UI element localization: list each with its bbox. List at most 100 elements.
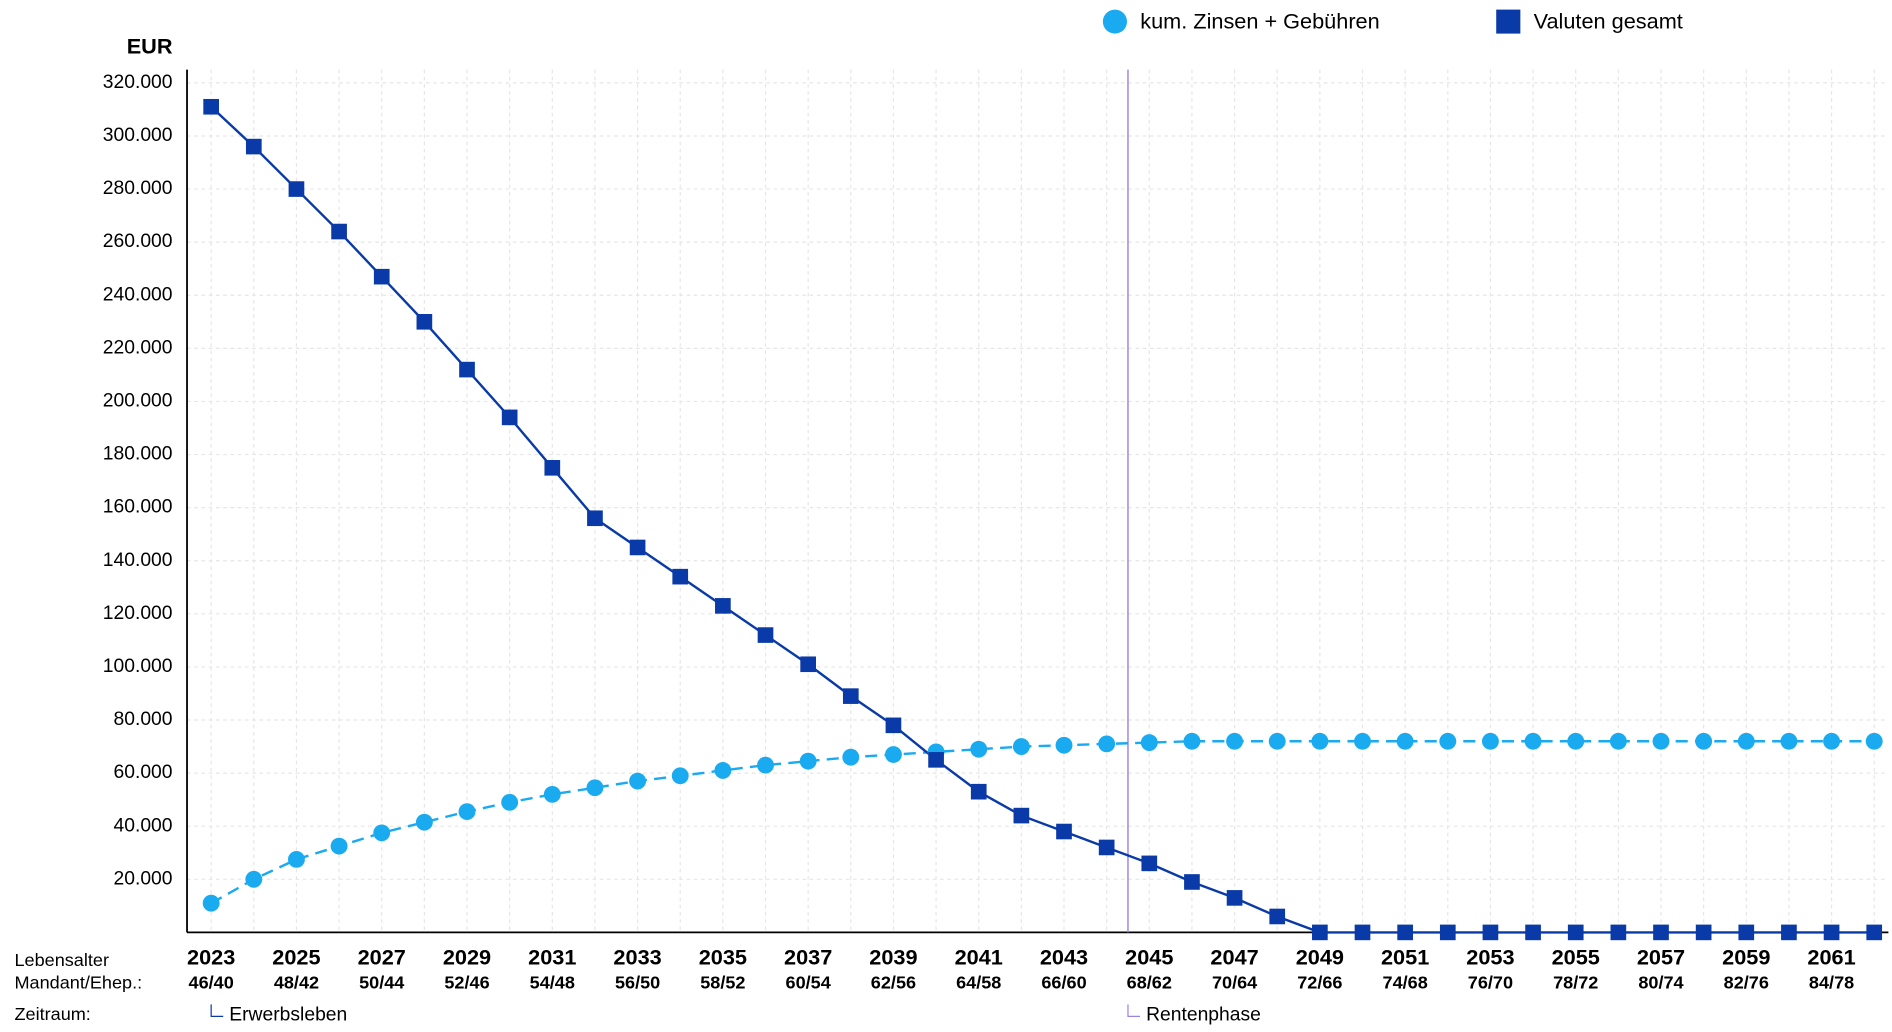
x-tick-label: 2035: [699, 945, 747, 970]
marker: [501, 793, 519, 811]
marker: [1439, 732, 1457, 750]
row-label: Lebensalter: [14, 950, 108, 970]
marker: [501, 409, 518, 426]
marker: [1226, 890, 1243, 906]
marker: [757, 756, 774, 774]
marker: [1397, 924, 1413, 941]
marker: [543, 785, 561, 803]
marker: [629, 539, 646, 556]
legend-marker: [1496, 9, 1521, 34]
series-line: [210, 105, 1875, 934]
phase-label: Rentenphase: [1146, 1004, 1261, 1025]
marker: [1738, 924, 1755, 941]
marker: [757, 627, 774, 643]
marker: [842, 688, 859, 704]
x-tick-label: 2051: [1381, 945, 1429, 970]
row-label: Zeitraum:: [14, 1004, 90, 1024]
legend-label: kum. Zinsen + Gebühren: [1140, 9, 1379, 34]
marker: [714, 762, 732, 779]
x-tick-label: 2037: [784, 945, 832, 970]
x-tick-label: 2045: [1125, 945, 1173, 970]
marker: [1866, 924, 1883, 941]
y-tick-label: 260.000: [103, 231, 173, 252]
marker: [1609, 732, 1627, 750]
marker: [970, 740, 988, 758]
y-tick-label: 200.000: [103, 391, 173, 412]
marker: [1737, 732, 1755, 750]
marker: [1312, 924, 1328, 941]
marker: [1354, 924, 1371, 941]
y-tick-label: 160.000: [103, 497, 173, 518]
marker: [1226, 732, 1244, 750]
age-label: 48/42: [274, 973, 319, 993]
marker: [629, 772, 647, 790]
age-label: 80/74: [1638, 973, 1683, 993]
marker: [1567, 924, 1584, 941]
age-label: 70/64: [1212, 973, 1257, 993]
age-label: 60/54: [786, 973, 831, 993]
age-label: 46/40: [189, 973, 234, 993]
marker: [1653, 924, 1669, 941]
x-tick-label: 2039: [869, 945, 917, 970]
marker: [1269, 908, 1286, 925]
marker: [842, 748, 860, 766]
marker: [459, 361, 475, 378]
marker: [330, 837, 348, 855]
age-label: 56/50: [615, 973, 660, 993]
marker: [671, 767, 689, 785]
marker: [1439, 924, 1456, 941]
marker: [884, 746, 902, 763]
y-tick-label: 300.000: [103, 125, 173, 146]
x-tick-label: 2027: [358, 945, 406, 970]
marker: [1481, 732, 1499, 750]
marker: [1525, 924, 1541, 941]
age-label: 76/70: [1468, 973, 1513, 993]
marker: [245, 138, 262, 155]
marker: [1140, 734, 1158, 751]
age-label: 64/58: [956, 973, 1001, 993]
y-axis-label: EUR: [127, 34, 173, 59]
marker: [1823, 732, 1841, 750]
marker: [885, 717, 902, 734]
marker: [1141, 855, 1158, 872]
row-label: Mandant/Ehep.:: [14, 973, 142, 993]
marker: [1012, 738, 1030, 755]
marker: [1780, 732, 1798, 750]
age-label: 68/62: [1127, 973, 1172, 993]
marker: [458, 803, 476, 821]
marker: [1396, 732, 1414, 750]
marker: [288, 181, 305, 197]
marker: [415, 813, 433, 831]
marker: [202, 894, 220, 912]
phase-corner: [1127, 1004, 1141, 1017]
x-tick-label: 2031: [528, 945, 576, 970]
y-tick-label: 120.000: [103, 603, 173, 624]
series-line: [210, 740, 1875, 905]
x-tick-label: 2049: [1296, 945, 1344, 970]
marker: [715, 598, 731, 614]
age-label: 78/72: [1553, 973, 1598, 993]
age-label: 74/68: [1383, 973, 1428, 993]
marker: [586, 779, 604, 797]
y-tick-label: 20.000: [113, 868, 172, 889]
marker: [1311, 732, 1329, 750]
marker: [1695, 924, 1712, 941]
y-tick-label: 240.000: [103, 284, 173, 305]
marker: [1055, 736, 1073, 754]
y-tick-label: 140.000: [103, 550, 173, 571]
marker: [245, 870, 263, 888]
x-tick-label: 2033: [613, 945, 661, 970]
marker: [1184, 874, 1200, 890]
legend-label: Valuten gesamt: [1534, 9, 1683, 34]
x-tick-label: 2023: [187, 945, 235, 970]
marker: [416, 314, 433, 330]
phase-label: Erwerbsleben: [229, 1004, 347, 1025]
marker: [799, 752, 817, 770]
marker: [1823, 924, 1840, 941]
marker: [970, 783, 987, 800]
age-label: 72/66: [1297, 973, 1342, 993]
y-tick-label: 80.000: [113, 709, 172, 730]
marker: [287, 850, 305, 868]
marker: [672, 568, 689, 585]
